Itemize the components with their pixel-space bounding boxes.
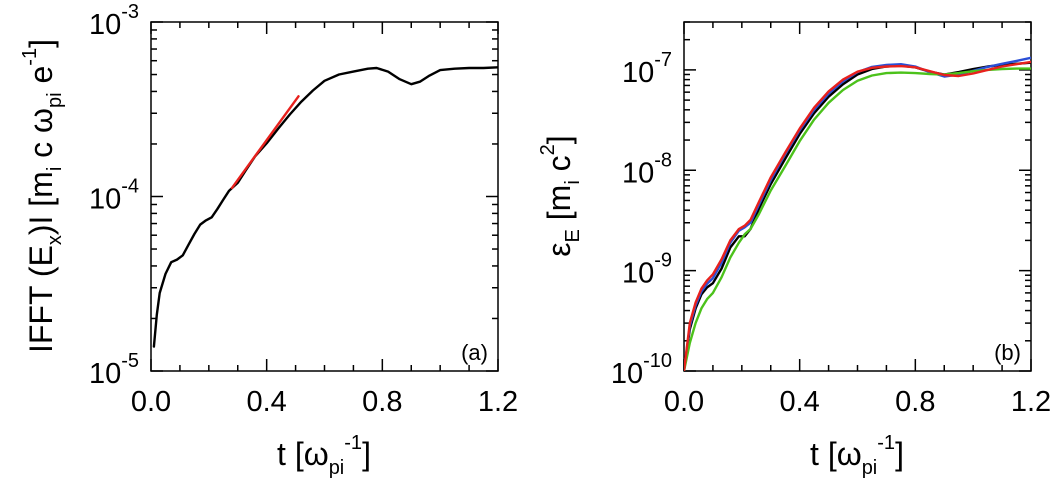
y-tick-label: 10-8 (622, 149, 672, 189)
y-tick-label: 10-5 (89, 350, 139, 390)
y-tick-label: 10-3 (89, 1, 139, 41)
panel-a-y-axis-label: IFFT (Ex)I [mi c ωpi e-1] (19, 39, 66, 353)
panel-a-frame (150, 21, 499, 372)
panel-a-series (152, 66, 498, 348)
y-tick-label: 10-4 (89, 176, 139, 216)
panel-a-label: (a) (461, 340, 488, 365)
x-tick-label: 0.0 (131, 386, 171, 418)
panel-a-y-ticks: 10-5 10-4 10-3 (89, 1, 498, 390)
x-tick-label: 1.2 (478, 386, 518, 418)
panel-a: 0.0 0.4 0.8 1.2 10-510-410-3 (a) t [ωpi-1] … (19, 1, 518, 479)
panel-b-x-axis-label: t [ωpi-1] (810, 432, 904, 479)
x-tick-label: 0.8 (895, 386, 935, 418)
series-line-ifft-ex- (152, 66, 498, 348)
y-tick-label: 10-9 (622, 250, 672, 290)
series-line-green (684, 67, 1031, 371)
panel-b-y-ticks: 10-10 10-9 10-8 10-7 (611, 21, 1031, 390)
y-tick-label: 10-10 (611, 350, 672, 390)
panel-b-series (684, 56, 1031, 371)
x-tick-label: 0.0 (664, 386, 704, 418)
y-tick-label: 10-7 (622, 49, 672, 89)
panel-b-label: (b) (994, 340, 1021, 365)
x-tick-label: 0.4 (780, 386, 820, 418)
panel-a-x-ticks: 0.0 0.4 0.8 1.2 (131, 22, 518, 418)
series-line-red (684, 60, 1031, 371)
panel-b-x-ticks: 0.0 0.4 0.8 1.2 (664, 22, 1051, 418)
x-tick-label: 1.2 (1011, 386, 1051, 418)
series-line-black (684, 61, 1031, 371)
series-line-blue (684, 56, 1031, 371)
panel-b: 0.0 0.4 0.8 1.2 10-10 10-9 10-8 10-7 (b) t [ωp… (537, 21, 1051, 479)
panel-a-x-axis-label: t [ωpi-1] (277, 432, 371, 479)
x-tick-label: 0.4 (247, 386, 287, 418)
series-line-fit (230, 95, 300, 190)
x-tick-label: 0.8 (362, 386, 402, 418)
panel-b-y-axis-label: εE [mi c2] (537, 135, 584, 256)
